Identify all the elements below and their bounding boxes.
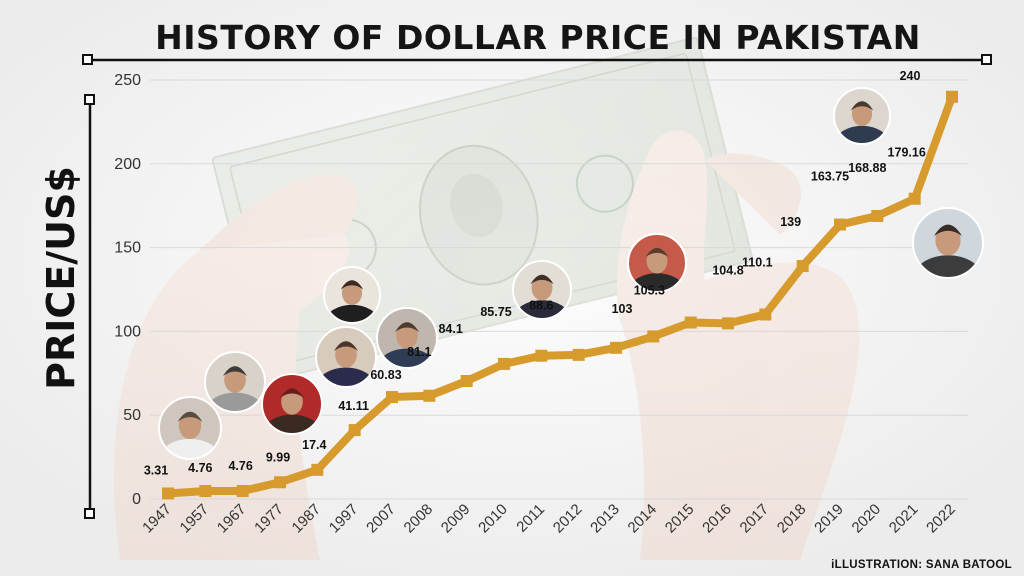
data-point-2018 [796,260,809,273]
data-point-2020 [871,209,884,222]
data-label-2020: 168.88 [848,161,886,175]
title-group: HISTORY OF DOLLAR PRICE IN PAKISTAN [82,18,992,65]
data-label-2008: 81.1 [407,345,431,359]
y-tick-label: 150 [114,240,141,257]
data-label-1957: 4.76 [188,461,212,475]
data-point-2014 [647,330,660,343]
y-label-rule-cap-top [84,94,95,105]
data-label-1947: 3.31 [144,463,168,477]
data-label-2019: 163.75 [811,170,849,184]
portrait-2011 [512,260,572,320]
data-point-2009 [460,375,473,388]
data-label-1997: 41.11 [338,399,369,413]
portrait-2014 [627,233,687,293]
illustration-credit: iLLUSTRATION: SANA BATOOL [831,559,1012,571]
data-point-2021 [908,192,921,205]
series-line [167,95,956,498]
y-axis-label: PRICE/US$ [39,166,83,390]
data-label-2010: 85.75 [480,305,511,319]
data-point-2011 [535,349,548,362]
data-labels: 3.31 4.76 4.76 9.99 17.4 41.11 60.83 81.1 84.1 85… [144,69,926,478]
y-tick-labels: 0 50 100 150 200 250 [114,72,141,508]
data-point-1997 [348,424,361,437]
data-label-2009: 84.1 [438,322,462,336]
data-point-2019 [834,218,846,231]
data-point-2007 [386,391,398,404]
portrait-1967 [204,351,266,413]
y-tick-label: 200 [114,156,141,173]
portrait-1997-man [315,326,377,388]
portrait-1977 [261,373,323,435]
portrait-2007 [376,307,438,369]
data-label-2016: 104.8 [712,263,743,277]
y-tick-label: 100 [114,323,141,340]
data-label-1987: 17.4 [302,438,326,452]
data-point-2015 [684,316,697,329]
y-axis-label-group: PRICE/US$ [39,94,95,519]
data-point-2016 [722,317,734,330]
data-label-2022: 240 [900,69,921,83]
data-point-1947 [162,487,174,500]
grid-layer [150,79,968,500]
data-point-1967 [236,485,249,498]
data-label-2007: 60.83 [370,368,401,382]
data-point-1987 [311,463,324,476]
data-point-2022 [946,90,958,103]
data-label-2021: 179.16 [888,146,926,160]
data-point-2012 [572,348,585,361]
data-label-2014: 105.3 [634,283,665,297]
portrait-1997-woman [323,266,381,324]
y-tick-label: 50 [123,407,141,424]
data-label-1977: 9.99 [266,450,290,464]
series-line-layer [162,90,958,500]
data-point-1977 [274,476,286,489]
page-title: HISTORY OF DOLLAR PRICE IN PAKISTAN [155,18,921,57]
portrait-2022 [912,207,984,279]
data-point-2017 [759,308,772,321]
title-rule-cap-left [82,54,93,65]
data-label-1967: 4.76 [228,459,252,473]
data-label-2011: 88.6 [529,299,553,313]
y-label-rule-cap-bottom [84,508,95,519]
data-point-1957 [199,485,212,498]
data-label-2013: 103 [612,302,633,316]
portraits [158,87,984,460]
y-tick-label: 0 [132,491,141,508]
title-rule-cap-right [981,54,992,65]
data-label-2018: 139 [780,215,801,229]
data-label-2017: 110.1 [742,255,773,269]
portrait-2021 [833,87,891,145]
data-point-2010 [498,357,510,370]
data-point-2008 [423,389,436,402]
data-point-2013 [610,341,622,354]
y-tick-label: 250 [114,72,141,89]
portrait-1947 [158,396,222,460]
